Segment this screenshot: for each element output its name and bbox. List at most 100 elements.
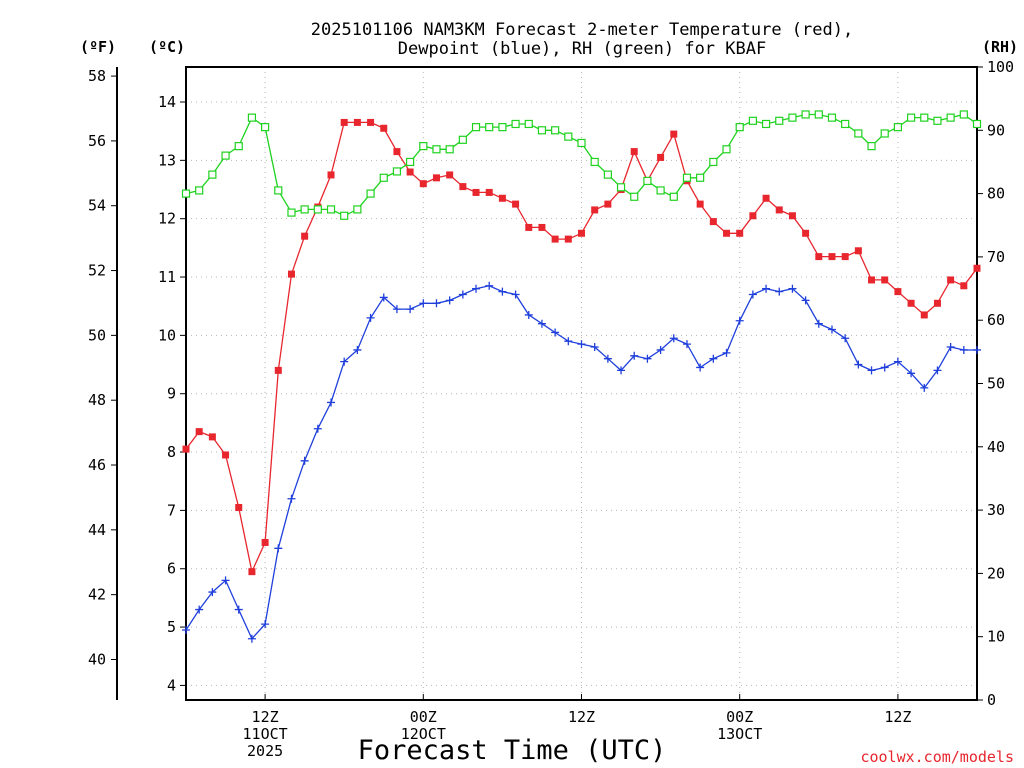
celsius-tick-label: 7 xyxy=(167,501,176,519)
rh-point xyxy=(709,157,718,167)
temperature-point xyxy=(630,148,638,156)
fahrenheit-tick-label: 58 xyxy=(88,67,106,85)
plot-frame xyxy=(185,66,978,701)
rh-point xyxy=(577,138,586,148)
temperature-point xyxy=(775,206,783,214)
temperature-point xyxy=(287,270,295,278)
rh-point xyxy=(326,205,336,214)
dewpoint-point xyxy=(353,345,362,354)
fahrenheit-tick-label: 46 xyxy=(88,456,106,474)
rh-point xyxy=(590,157,599,167)
dewpoint-point xyxy=(775,287,784,296)
rh-point xyxy=(274,186,283,195)
rh-point xyxy=(445,145,454,154)
rh-point xyxy=(313,205,322,214)
temperature-point xyxy=(498,194,506,202)
rh-tick-label: 10 xyxy=(987,628,1005,646)
chart-subtitle: Dewpoint (blue), RH (green) for KBAF xyxy=(398,39,766,59)
dewpoint-point xyxy=(485,281,494,290)
temperature-point xyxy=(815,253,823,261)
temperature-point xyxy=(393,148,401,156)
rh-point xyxy=(656,186,665,195)
temperature-point xyxy=(709,218,717,226)
dewpoint-point xyxy=(406,305,415,314)
rh-point xyxy=(419,142,428,151)
rh-point xyxy=(643,176,652,186)
dewpoint-point xyxy=(880,363,889,372)
temperature-point xyxy=(432,174,440,182)
axis-ticks: 4567891011121314404244464850525456580102… xyxy=(88,58,1014,760)
series-layer xyxy=(181,110,982,643)
fahrenheit-tick-label: 54 xyxy=(88,197,106,215)
temperature-point xyxy=(538,223,546,231)
rh-tick-label: 50 xyxy=(987,375,1005,393)
x-tick-label: 12OCT xyxy=(401,725,446,743)
rh-point xyxy=(406,157,415,167)
celsius-tick-label: 12 xyxy=(158,210,176,228)
temperature-point xyxy=(485,188,493,196)
fahrenheit-tick-label: 44 xyxy=(88,521,106,539)
rh-point xyxy=(366,189,375,198)
celsius-tick-label: 5 xyxy=(167,618,176,636)
rh-point xyxy=(814,110,823,119)
rh-point xyxy=(300,205,309,214)
rh-point xyxy=(551,126,560,135)
rh-point xyxy=(946,113,955,122)
dewpoint-point xyxy=(221,576,230,585)
dewpoint-point xyxy=(630,351,639,360)
rh-point xyxy=(827,113,837,122)
dewpoint-point xyxy=(300,456,309,465)
dewpoint-point xyxy=(893,357,902,366)
temperature-point xyxy=(604,200,612,208)
x-tick-label: 00Z xyxy=(726,708,753,726)
dewpoint-point xyxy=(432,299,441,308)
temperature-point xyxy=(933,299,941,307)
temperature-point xyxy=(881,276,889,284)
temperature-point xyxy=(419,180,427,188)
dewpoint-point xyxy=(959,345,968,354)
rh-point xyxy=(247,113,257,122)
rh-point xyxy=(379,173,388,182)
x-tick-label: 00Z xyxy=(410,708,437,726)
rh-tick-label: 30 xyxy=(987,501,1005,519)
dewpoint-point xyxy=(669,334,678,343)
temperature-point xyxy=(868,276,876,284)
dewpoint-point xyxy=(458,290,467,299)
grid-lines xyxy=(186,67,977,700)
temperature-point xyxy=(907,299,915,307)
dewpoint-point xyxy=(261,620,270,629)
rh-tick-label: 70 xyxy=(987,248,1005,266)
dewpoint-point xyxy=(379,293,388,302)
dewpoint-point xyxy=(340,357,349,366)
dewpoint-point xyxy=(537,319,546,328)
rh-point xyxy=(234,142,243,151)
temperature-point xyxy=(353,118,361,126)
rh-point xyxy=(972,119,982,129)
dewpoint-point xyxy=(933,366,942,375)
dewpoint-point xyxy=(854,360,863,369)
dewpoint-point xyxy=(748,290,757,299)
temperature-point xyxy=(657,153,665,161)
fahrenheit-tick-label: 52 xyxy=(88,262,106,280)
rh-point xyxy=(195,186,204,195)
rh-point xyxy=(893,123,903,132)
rh-point xyxy=(485,123,494,132)
rh-point xyxy=(682,173,692,182)
dewpoint-point xyxy=(195,605,204,614)
dewpoint-point xyxy=(287,494,296,503)
temperature-point xyxy=(380,124,388,132)
rh-point xyxy=(880,129,889,138)
dewpoint-point xyxy=(827,325,836,334)
temperature-point xyxy=(894,288,902,296)
rh-point xyxy=(603,170,612,179)
dewpoint-point xyxy=(643,354,652,363)
dewpoint-point xyxy=(472,284,481,293)
dewpoint-point xyxy=(392,305,401,314)
dewpoint-point xyxy=(920,383,929,392)
rh-point xyxy=(616,183,626,192)
x-tick-label: 12Z xyxy=(884,708,911,726)
temperature-point xyxy=(406,168,414,176)
temperature-point xyxy=(340,118,348,126)
rh-point xyxy=(221,151,230,160)
dewpoint-point xyxy=(498,287,507,296)
